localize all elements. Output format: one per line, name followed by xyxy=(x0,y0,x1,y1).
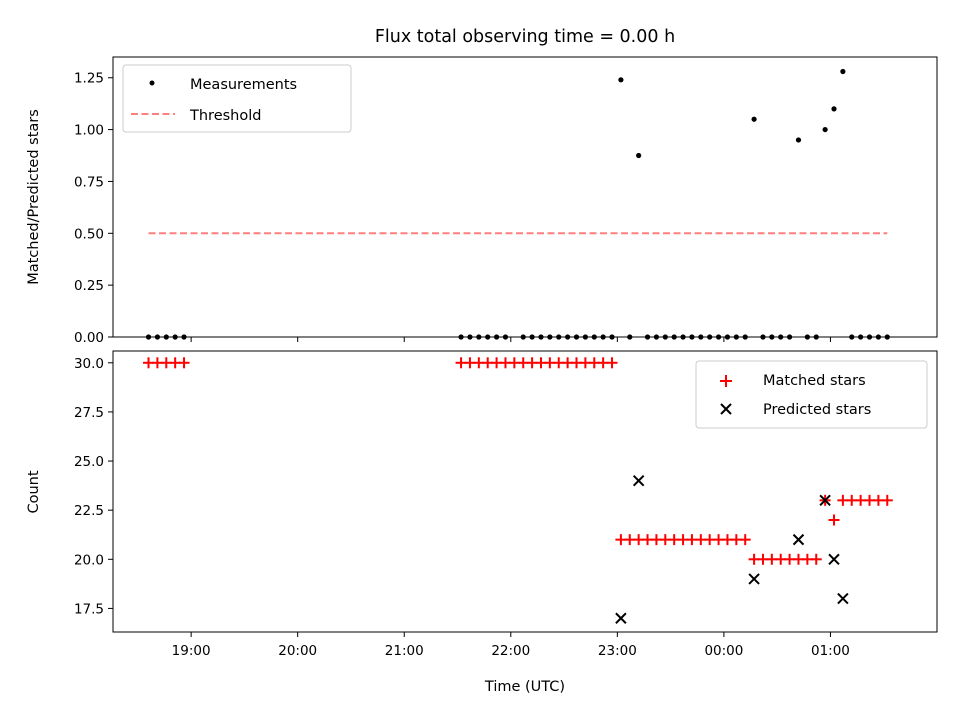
predicted-stars-layer xyxy=(615,474,849,624)
bottom-legend-box xyxy=(695,360,928,429)
predicted-star-point xyxy=(632,474,645,487)
legend-measurements-label: Measurements xyxy=(190,77,297,93)
bottom-plot-frame xyxy=(112,350,938,633)
x-tick-label: 21:00 xyxy=(385,643,424,659)
predicted-star-point xyxy=(819,494,831,507)
legend-matched-marker xyxy=(720,375,732,387)
top-y-axis-label: Matched/Predicted stars xyxy=(26,109,42,285)
x-tick-label: 00:00 xyxy=(704,643,743,659)
bottom-legend: Matched stars Predicted stars xyxy=(695,360,928,429)
matched-star-point xyxy=(739,534,751,546)
x-tick-label: 19:00 xyxy=(172,643,211,659)
predicted-star-point xyxy=(837,592,849,605)
measurement-point xyxy=(831,106,837,112)
top-plot-frame xyxy=(112,56,938,338)
bottom-y-tick-label: 30.0 xyxy=(74,356,104,372)
measurement-point xyxy=(822,126,828,133)
bottom-y-tick-label: 17.5 xyxy=(74,601,104,617)
x-tick-label: 23:00 xyxy=(598,643,637,659)
top-panel: Flux total observing time = 0.00 h Match… xyxy=(26,27,938,346)
bottom-y-tick-label: 20.0 xyxy=(74,552,104,568)
x-tick-label: 01:00 xyxy=(811,643,850,659)
top-y-tick-label: 0.75 xyxy=(74,174,104,190)
measurement-point xyxy=(840,68,846,75)
top-y-tick-label: 0.00 xyxy=(74,330,104,346)
matched-star-point xyxy=(828,514,840,526)
measurement-point xyxy=(618,77,624,83)
matched-star-point xyxy=(881,494,893,506)
top-y-tick-label: 0.50 xyxy=(74,226,104,242)
x-tick-label: 20:00 xyxy=(278,643,317,659)
predicted-star-point xyxy=(615,612,627,624)
bottom-y-tick-label: 27.5 xyxy=(74,405,104,421)
top-y-axis: 0.00 0.25 0.50 0.75 1.00 1.25 xyxy=(74,71,113,346)
bottom-panel: Count Time (UTC) 17.5 20.0 22.5 25.0 27.5 30.… xyxy=(26,350,938,695)
top-x-axis-ticks xyxy=(190,337,831,342)
top-legend: Measurements Threshold xyxy=(122,64,352,133)
chart-title: Flux total observing time = 0.00 h xyxy=(375,27,675,47)
bottom-y-tick-label: 25.0 xyxy=(74,454,104,470)
predicted-star-point xyxy=(828,553,840,566)
bottom-y-axis: 17.5 20.0 22.5 25.0 27.5 30.0 xyxy=(74,356,113,617)
bottom-y-axis-label: Count xyxy=(26,470,42,513)
legend-predicted-label: Predicted stars xyxy=(763,402,871,418)
x-axis-label: Time (UTC) xyxy=(484,679,565,695)
matched-stars-layer xyxy=(143,357,893,565)
legend-measurements-marker xyxy=(149,80,155,86)
top-y-tick-label: 1.00 xyxy=(74,123,104,139)
legend-predicted-marker xyxy=(720,403,732,415)
bottom-y-tick-label: 22.5 xyxy=(74,503,104,519)
measurement-point xyxy=(751,116,757,122)
x-tick-label: 22:00 xyxy=(491,643,530,659)
measurement-point xyxy=(795,137,802,143)
matched-star-point xyxy=(606,357,618,369)
legend-threshold-label: Threshold xyxy=(189,108,261,124)
top-legend-box xyxy=(122,64,352,133)
predicted-star-point xyxy=(748,573,760,585)
top-y-tick-label: 1.25 xyxy=(74,71,104,87)
measurement-point xyxy=(636,152,642,159)
bottom-x-axis: 19:00 20:00 21:00 22:00 23:00 00:00 01:00 xyxy=(172,632,850,659)
matched-star-point xyxy=(810,553,822,565)
legend-matched-label: Matched stars xyxy=(763,373,866,389)
top-y-tick-label: 0.25 xyxy=(74,278,104,294)
predicted-star-point xyxy=(792,533,805,546)
matched-star-point xyxy=(178,357,190,369)
